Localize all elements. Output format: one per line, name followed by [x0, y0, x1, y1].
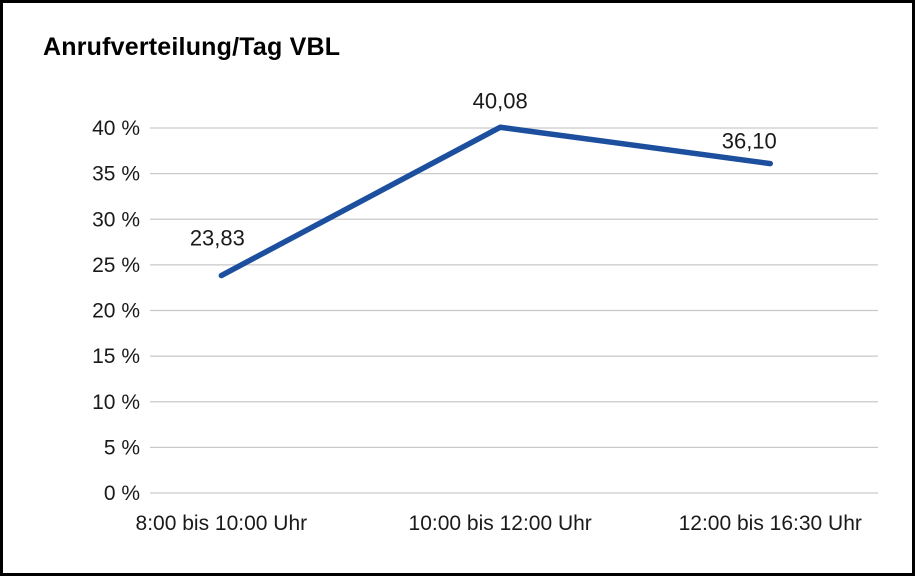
y-tick-label: 25 % [92, 254, 140, 277]
y-tick-label: 0 % [104, 482, 140, 505]
data-labels: 23,83 40,08 36,10 [190, 88, 777, 250]
y-tick-label: 10 % [92, 391, 140, 414]
x-category-label: 8:00 bis 10:00 Uhr [136, 512, 308, 535]
data-value-label: 23,83 [190, 226, 245, 251]
chart-title: Anrufverteilung/Tag VBL [43, 33, 341, 61]
line-chart: 0 % 5 % 10 % 15 % 20 % 25 % 30 % 35 % 40 % 8:00 b… [92, 88, 878, 535]
data-series-line [218, 124, 774, 279]
x-category-label: 12:00 bis 16:30 Uhr [679, 512, 862, 535]
y-tick-label: 35 % [92, 163, 140, 186]
data-value-label: 40,08 [473, 88, 528, 113]
y-tick-label: 5 % [104, 436, 140, 459]
y-axis-labels: 0 % 5 % 10 % 15 % 20 % 25 % 30 % 35 % 40 % [92, 117, 140, 505]
x-category-label: 10:00 bis 12:00 Uhr [409, 512, 592, 535]
data-value-label: 36,10 [722, 129, 777, 154]
x-axis-labels: 8:00 bis 10:00 Uhr 10:00 bis 12:00 Uhr 12:… [136, 512, 862, 535]
gridlines [150, 127, 878, 494]
y-tick-label: 40 % [92, 117, 140, 140]
y-tick-label: 30 % [92, 208, 140, 231]
y-tick-label: 20 % [92, 300, 140, 323]
y-tick-label: 15 % [92, 345, 140, 368]
